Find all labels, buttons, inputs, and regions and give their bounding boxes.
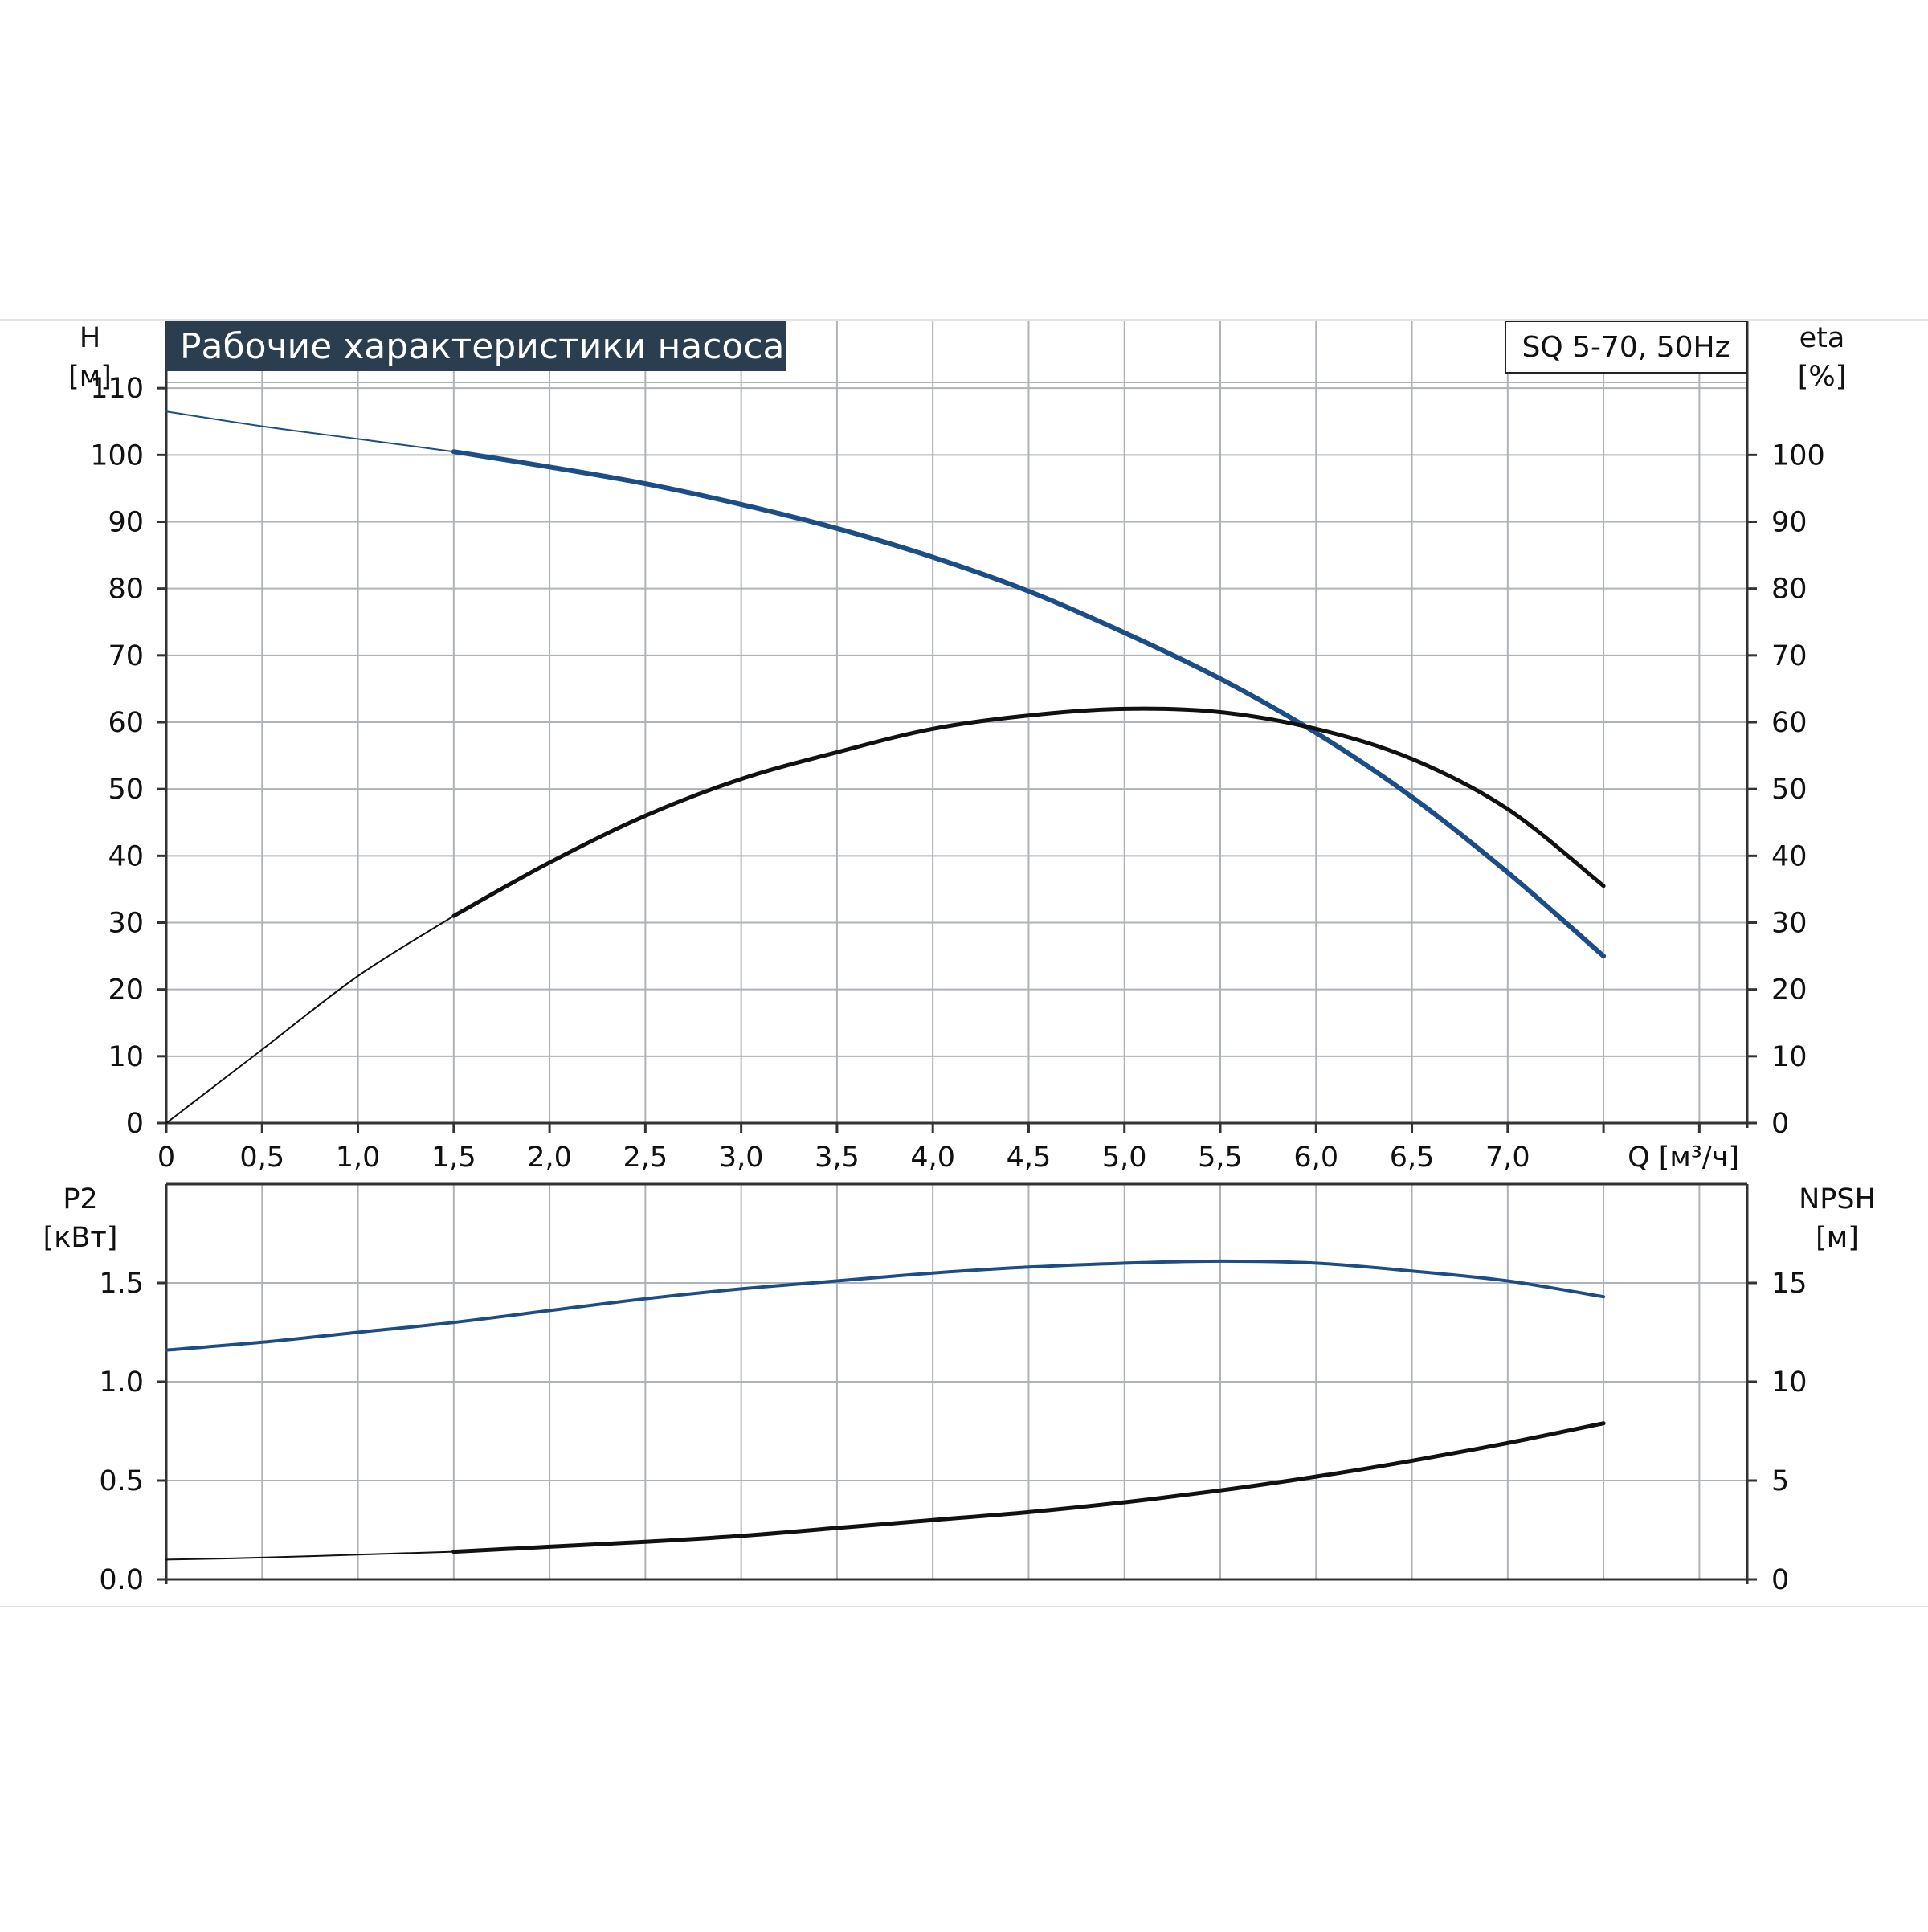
right-axis-label: eta (1799, 322, 1845, 354)
right-axis-label: NPSH (1799, 1183, 1876, 1215)
right-axis-unit: [м] (1816, 1222, 1859, 1254)
right-tick-label: 30 (1771, 908, 1808, 940)
x-tick-label: 4,0 (910, 1142, 955, 1174)
left-tick-label: 0.5 (99, 1465, 144, 1497)
x-tick-label: 5,0 (1102, 1142, 1147, 1174)
right-tick-label: 15 (1771, 1268, 1808, 1300)
right-tick-label: 60 (1771, 707, 1808, 739)
performance-panel: 0102030405060708090100110010203040506070… (68, 321, 1846, 1174)
right-tick-label: 20 (1771, 974, 1808, 1007)
right-tick-label: 5 (1771, 1465, 1789, 1497)
x-tick-label: 3,5 (815, 1142, 860, 1174)
left-tick-label: 60 (108, 707, 144, 739)
left-tick-label: 40 (108, 840, 144, 872)
right-tick-label: 90 (1771, 507, 1808, 539)
right-tick-label: 50 (1771, 774, 1808, 806)
x-tick-label: 0,5 (239, 1142, 284, 1174)
x-tick-label: 6,0 (1293, 1142, 1338, 1174)
right-tick-label: 10 (1771, 1041, 1808, 1073)
left-axis-unit: [кВт] (43, 1222, 118, 1254)
left-tick-label: 0.0 (99, 1564, 144, 1596)
left-tick-label: 50 (108, 774, 144, 806)
left-tick-label: 10 (108, 1041, 144, 1073)
left-axis-label: P2 (63, 1183, 97, 1215)
left-tick-label: 30 (108, 908, 144, 940)
left-axis-unit: [м] (68, 361, 112, 393)
x-tick-label: 3,0 (719, 1142, 764, 1174)
right-tick-label: 80 (1771, 574, 1808, 606)
left-tick-label: 90 (108, 507, 144, 539)
chart-title: Рабочие характеристики насоса (180, 326, 784, 367)
x-tick-label: 2,5 (623, 1142, 668, 1174)
x-tick-label: 0 (157, 1142, 175, 1174)
right-tick-label: 0 (1771, 1564, 1789, 1596)
x-tick-label: 4,5 (1007, 1142, 1052, 1174)
left-tick-label: 80 (108, 574, 144, 606)
x-tick-label: 1,5 (431, 1142, 476, 1174)
x-tick-label: 2,0 (527, 1142, 572, 1174)
left-tick-label: 1.5 (99, 1268, 144, 1300)
left-tick-label: 20 (108, 974, 144, 1007)
model-label: SQ 5-70, 50Hz (1522, 331, 1730, 364)
right-tick-label: 70 (1771, 640, 1808, 672)
right-tick-label: 100 (1771, 439, 1825, 472)
series-blue-curve-thin (166, 411, 454, 451)
left-tick-label: 100 (90, 439, 144, 472)
x-tick-label: 5,5 (1198, 1142, 1243, 1174)
left-axis-label: H (80, 322, 100, 354)
power-npsh-panel: 0.0 0.5 1.0 1.5 0 5 10 15 P2 [кВт] NPSH [м] (43, 1183, 1876, 1596)
right-tick-label: 40 (1771, 840, 1808, 872)
series-blue-curve (166, 1261, 1603, 1350)
left-tick-label: 1.0 (99, 1366, 144, 1399)
x-tick-label: 6,5 (1390, 1142, 1435, 1174)
left-tick-label: 0 (126, 1108, 144, 1140)
x-axis-label: Q [м³/ч] (1628, 1142, 1739, 1174)
right-axis-unit: [%] (1798, 361, 1847, 393)
series-black-curve-thin (166, 1552, 454, 1560)
series-black-curve-thin (166, 916, 454, 1123)
x-tick-label: 7,0 (1485, 1142, 1530, 1174)
left-tick-label: 70 (108, 640, 144, 672)
right-tick-label: 10 (1771, 1366, 1808, 1399)
x-tick-label: 1,0 (336, 1142, 381, 1174)
right-tick-label: 0 (1771, 1108, 1789, 1140)
